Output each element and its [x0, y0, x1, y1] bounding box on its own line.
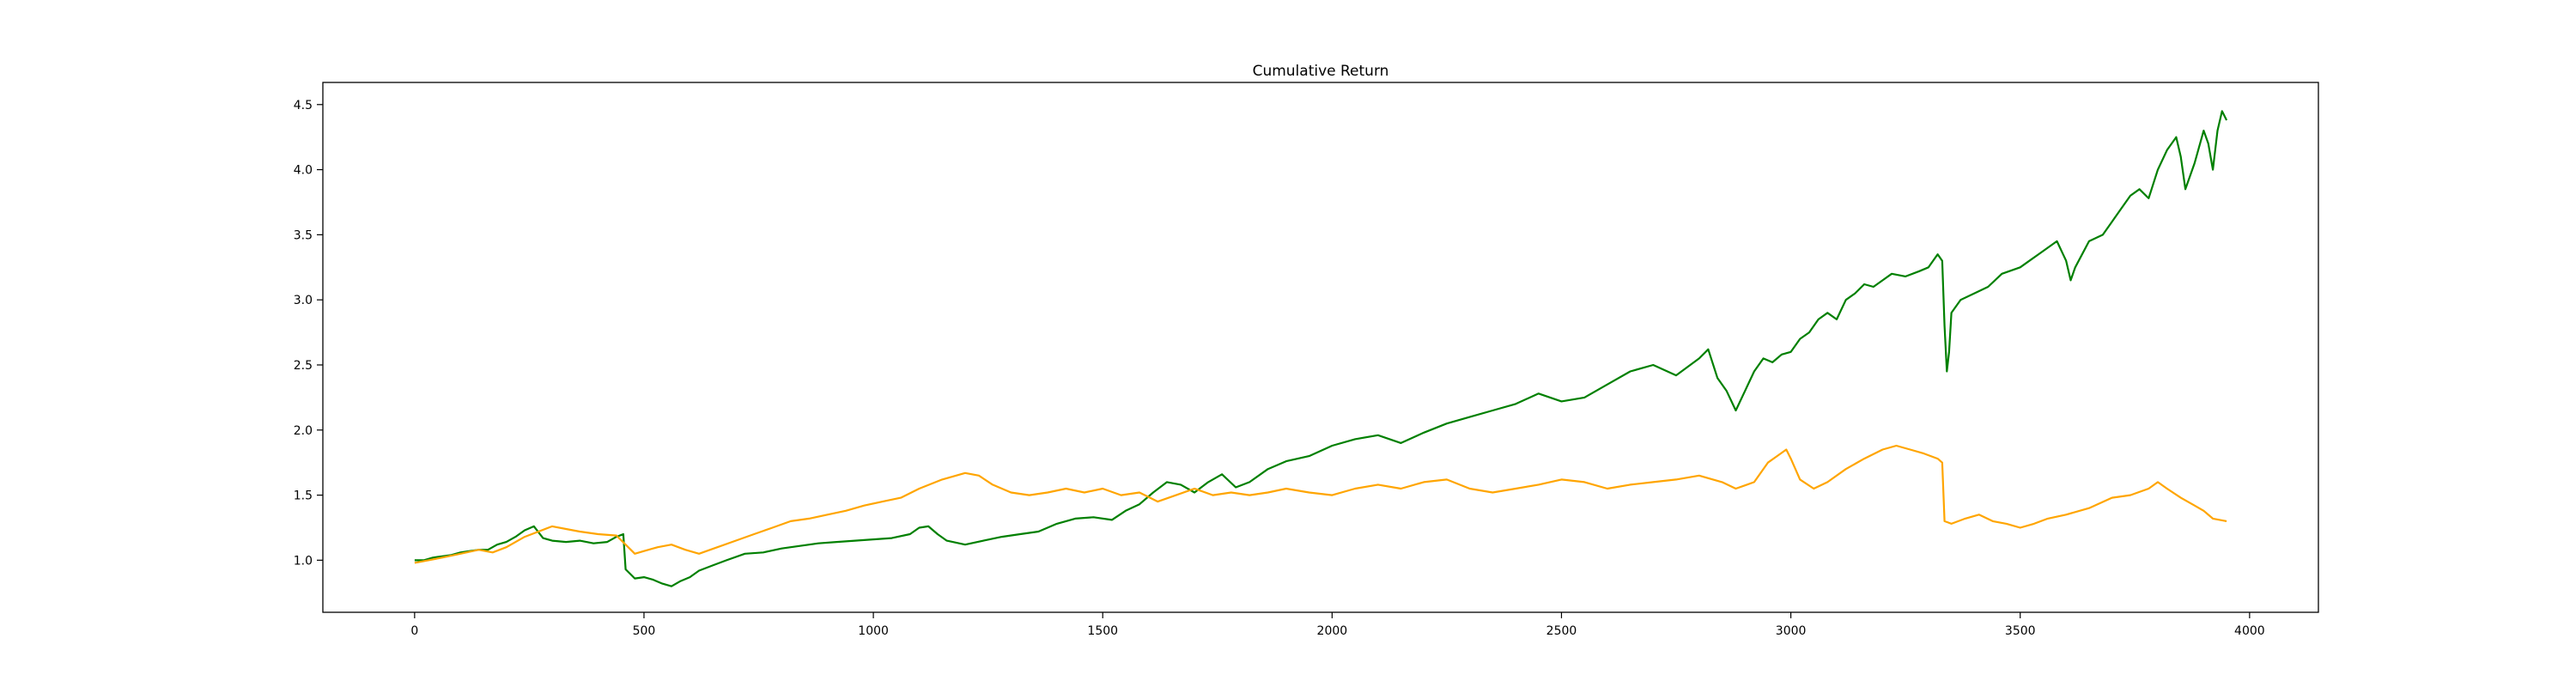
- x-tick-label: 1500: [1087, 624, 1118, 638]
- y-tick-label: 1.0: [294, 554, 313, 568]
- x-tick-label: 3500: [2005, 624, 2036, 638]
- axes-layer: 0 500 1000 1500 2000 2500 3000 3500 4000 1.0 1.5 2.…: [294, 99, 2265, 638]
- y-tick-label: 3.0: [294, 294, 313, 307]
- x-tick-label: 3000: [1776, 624, 1807, 638]
- y-tick-label: 3.5: [294, 228, 313, 242]
- y-tick-label: 1.5: [294, 489, 313, 503]
- chart-title: Cumulative Return: [1253, 63, 1389, 80]
- x-tick-label: 1000: [858, 624, 889, 638]
- y-tick-label: 4.0: [294, 164, 313, 178]
- x-tick-label: 4000: [2234, 624, 2265, 638]
- y-tick-label: 2.5: [294, 359, 313, 373]
- x-tick-label: 2000: [1317, 624, 1348, 638]
- series-line-2: [414, 444, 2227, 564]
- x-tick-label: 2500: [1546, 624, 1577, 638]
- x-tick-label: 500: [633, 624, 656, 638]
- series-line-1: [414, 110, 2228, 587]
- series-layer: [414, 110, 2228, 587]
- y-tick-label: 2.0: [294, 424, 313, 438]
- plot-frame: [322, 82, 2319, 613]
- x-tick-label: 0: [410, 624, 418, 638]
- y-tick-label: 4.5: [294, 99, 313, 112]
